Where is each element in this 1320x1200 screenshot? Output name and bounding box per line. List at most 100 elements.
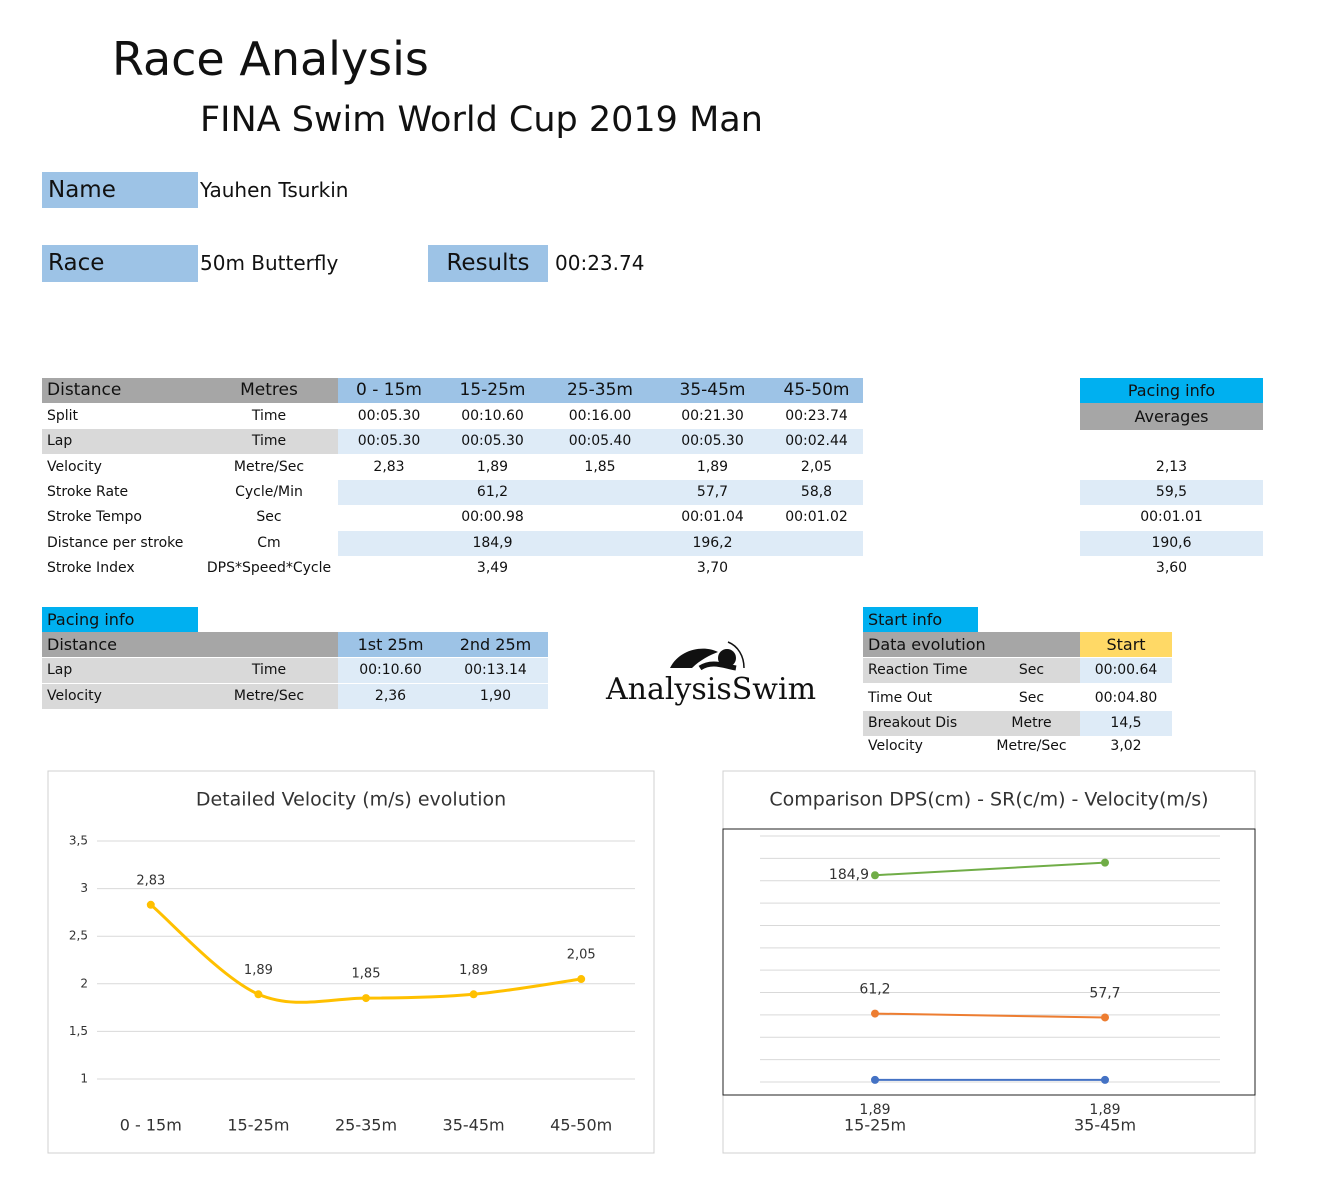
cell: Stroke Index	[47, 559, 135, 576]
data-point	[362, 994, 370, 1003]
cell: 00:01.02	[785, 509, 848, 526]
cell: Stroke Rate	[47, 483, 129, 500]
data-point	[577, 975, 586, 984]
y-tick-label: 2	[80, 976, 88, 990]
cell	[545, 556, 655, 581]
cell: Metre/Sec	[233, 458, 305, 475]
cell: 14,5	[1080, 711, 1172, 736]
title: Race Analysis	[112, 32, 429, 86]
table-title: Pacing info	[42, 607, 198, 632]
cell: Lap	[42, 658, 200, 683]
cell: Split	[47, 408, 79, 424]
cell: 1,89	[476, 458, 509, 475]
x-tick-label: 0 - 15m	[120, 1116, 182, 1135]
header-cell: Start	[1080, 632, 1172, 657]
cell: 3,60	[1155, 559, 1188, 576]
data-label: 2,83	[136, 873, 165, 888]
cell: Time Out	[868, 690, 933, 706]
header-cell: 0 - 15m	[338, 378, 440, 403]
x-tick-label: 35-45m	[443, 1116, 505, 1135]
data-point	[254, 990, 263, 999]
cell: 1,90	[443, 683, 548, 709]
cell: Sec	[1018, 690, 1045, 706]
cell: Velocity	[47, 458, 102, 475]
x-tick-label: 15-25m	[227, 1116, 289, 1135]
value: 00:23.74	[555, 251, 645, 275]
value: 50m Butterfly	[200, 251, 339, 275]
y-tick-label: 3	[80, 881, 88, 895]
cell: Stroke Tempo	[47, 509, 142, 526]
header-cell: Averages	[1080, 403, 1263, 430]
header-cell: Data evolution	[863, 632, 1080, 657]
cell	[770, 556, 863, 581]
cell: 2,13	[1155, 458, 1188, 475]
cell: 2,83	[373, 458, 405, 475]
header-cell: Pacing info	[1080, 378, 1263, 403]
cell	[545, 479, 655, 505]
cell: Sec	[983, 658, 1080, 683]
header-cell: Metres	[200, 378, 338, 403]
cell: 1,89	[696, 458, 729, 475]
data-point	[1101, 1075, 1109, 1084]
data-label: 1,89	[244, 963, 273, 978]
cell: 00:04.80	[1094, 690, 1158, 706]
cell: 00:05.30	[440, 429, 545, 455]
cell: 58,8	[770, 479, 863, 505]
subtitle: FINA Swim World Cup 2019 Man	[200, 100, 763, 140]
y-tick-label: 1	[80, 1072, 88, 1086]
data-point	[871, 1075, 879, 1084]
data-label: 2,05	[567, 948, 596, 963]
chart-title: Detailed Velocity (m/s) evolution	[196, 789, 506, 811]
y-tick-label: 1,5	[69, 1024, 88, 1038]
cell: Velocity	[42, 683, 200, 709]
cell	[338, 556, 440, 581]
cell: Cycle/Min	[235, 483, 303, 500]
value: Yauhen Tsurkin	[200, 178, 349, 202]
cell: 00:05.30	[357, 408, 421, 424]
plot-frame	[722, 828, 1256, 1096]
y-tick-label: 2,5	[69, 929, 88, 943]
header-cell: Distance	[42, 378, 200, 403]
header-cell: 45-50m	[770, 378, 863, 403]
cell: 1,85	[584, 458, 616, 475]
cell: Cm	[257, 534, 281, 551]
data-point	[1101, 858, 1109, 867]
cell: 61,2	[440, 479, 545, 505]
label: Race	[42, 245, 198, 282]
chart-frame	[47, 770, 655, 1154]
cell: Time	[200, 658, 338, 683]
y-tick-label: 3,5	[69, 834, 88, 848]
cell: 190,6	[1080, 530, 1263, 556]
cell: Velocity	[868, 738, 923, 754]
cell	[770, 530, 863, 556]
chart-frame	[722, 770, 1256, 1154]
data-label: 184,9	[829, 867, 869, 883]
data-label: 1,89	[459, 963, 488, 978]
data-point	[871, 871, 879, 880]
data-label: 61,2	[859, 982, 890, 998]
cell: 00:01.04	[681, 509, 744, 526]
cell: 00:02.44	[770, 429, 863, 455]
cell: Time	[251, 408, 287, 424]
header-cell: 35-45m	[655, 378, 770, 403]
data-point	[1101, 1013, 1109, 1022]
cell	[338, 505, 440, 530]
cell	[338, 530, 440, 556]
x-tick-label: 35-45m	[1074, 1116, 1136, 1135]
cell	[545, 505, 655, 530]
header-cell: 1st 25m	[338, 632, 443, 657]
header-cell: Distance	[42, 632, 338, 657]
data-point	[871, 1009, 879, 1018]
cell: 57,7	[655, 479, 770, 505]
label: Results	[428, 245, 548, 282]
cell: 00:16.00	[568, 408, 632, 424]
cell: 00:23.74	[785, 408, 848, 424]
cell	[545, 530, 655, 556]
cell: 00:10.60	[338, 658, 443, 683]
cell: Metre/Sec	[996, 738, 1067, 754]
data-label: 57,7	[1089, 985, 1120, 1001]
cell: 00:10.60	[461, 408, 524, 424]
cell: 00:21.30	[681, 408, 744, 424]
cell: 3,70	[696, 559, 729, 576]
